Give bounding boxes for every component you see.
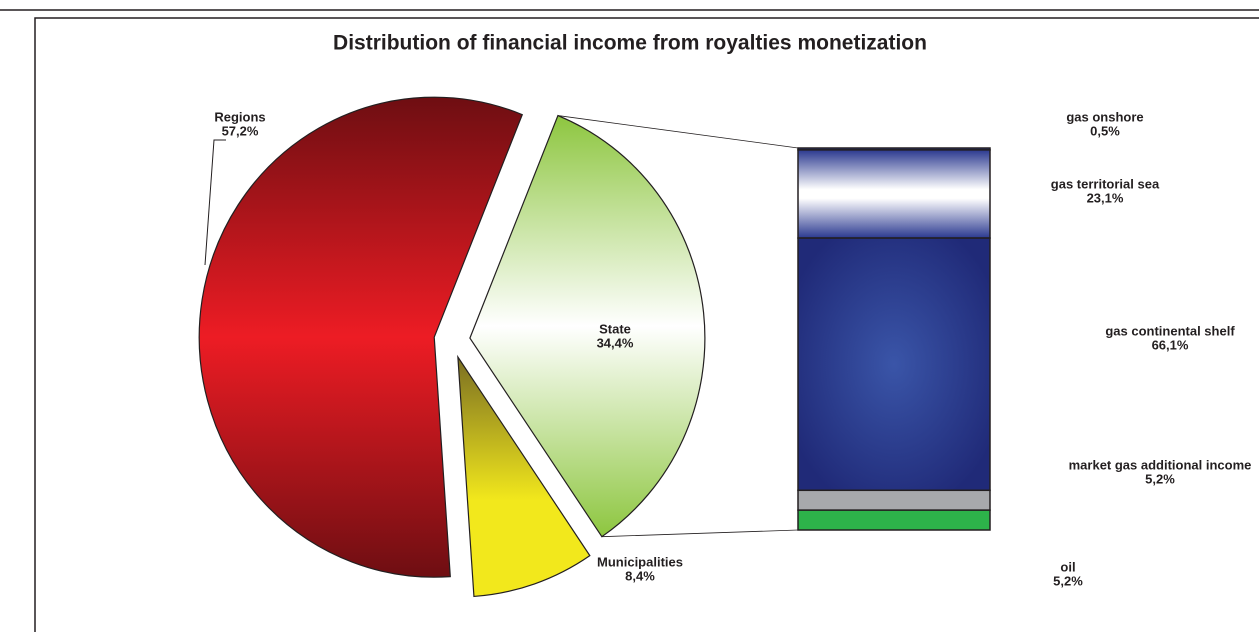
segment-value-label: 5,2% (1145, 471, 1175, 486)
segment-value-label: 5,2% (1053, 573, 1083, 588)
bar-segment (797, 509, 991, 531)
segment-value-label: 0,5% (1090, 123, 1120, 138)
segment-label: oil (1060, 559, 1075, 574)
slice-label: State (599, 321, 631, 336)
segment-label: gas territorial sea (1051, 176, 1160, 191)
segment-label: market gas additional income (1069, 457, 1252, 472)
slice-value-label: 8,4% (625, 568, 655, 583)
connector-line (601, 529, 799, 538)
pie-slice (457, 354, 591, 598)
leader-line (204, 139, 226, 266)
segment-value-label: 66,1% (1152, 337, 1189, 352)
bar-segment (797, 237, 991, 492)
chart-title: Distribution of financial income from ro… (333, 32, 927, 55)
slice-label: Municipalities (597, 554, 683, 569)
slice-label: Regions (214, 109, 265, 124)
bar-segment (797, 489, 991, 511)
frame (34, 17, 1259, 632)
bar-segment (797, 149, 991, 239)
slice-value-label: 34,4% (597, 335, 634, 350)
connector-line (557, 115, 799, 149)
pie-slice (198, 96, 524, 578)
pie-slice (469, 114, 706, 538)
segment-value-label: 23,1% (1087, 190, 1124, 205)
segment-label: gas onshore (1066, 109, 1143, 124)
slice-value-label: 57,2% (222, 123, 259, 138)
segment-label: gas continental shelf (1105, 323, 1235, 338)
